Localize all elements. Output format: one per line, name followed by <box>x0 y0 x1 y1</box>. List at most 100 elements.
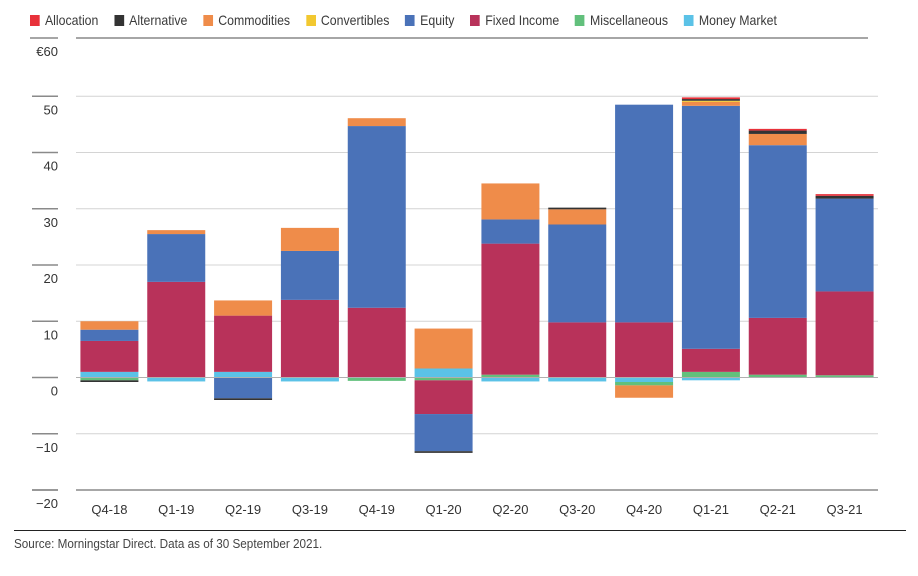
bar-segment-q3-19-money-market <box>280 377 339 382</box>
bar-segment-q2-20-fixed-income <box>481 243 540 375</box>
bar-segment-q2-20-money-market <box>481 377 540 382</box>
legend-label: Miscellaneous <box>589 12 669 28</box>
legend-item-equity: Equity <box>405 12 454 28</box>
bar-segment-q1-21-equity <box>681 105 740 349</box>
y-tick-label: 10 <box>44 327 58 342</box>
bar-segment-q2-19-equity <box>214 377 273 399</box>
bar-segment-q4-19-fixed-income <box>347 307 406 378</box>
bar-segment-q2-21-fixed-income <box>748 317 807 375</box>
bar-segment-q4-20-commodities <box>615 385 674 398</box>
y-tick-label: 20 <box>44 271 58 286</box>
legend-label: Allocation <box>44 12 99 28</box>
chart-legend: Allocation Alternative Commodities Converti… <box>30 12 793 28</box>
bar-segment-q1-21-fixed-income <box>681 348 740 372</box>
bar-segment-q3-21-equity <box>815 198 874 292</box>
y-tick-label: 30 <box>44 215 58 230</box>
bar-segment-q2-20-miscellaneous <box>481 374 540 378</box>
bar-segment-q3-19-fixed-income <box>280 299 339 378</box>
bar-segment-q2-21-allocation <box>748 128 807 131</box>
legend-swatch <box>203 14 213 26</box>
x-tick-label: Q2-20 <box>492 502 528 517</box>
x-tick-label: Q1-20 <box>426 502 462 517</box>
x-tick-label: Q4-19 <box>359 502 395 517</box>
bar-segment-q4-18-equity <box>80 329 139 341</box>
bar-segment-q1-19-fixed-income <box>147 281 206 378</box>
bar-segment-q3-20-fixed-income <box>548 322 607 378</box>
bar-segment-q4-18-fixed-income <box>80 340 139 372</box>
legend-item-allocation: Allocation <box>30 12 98 28</box>
legend-label: Alternative <box>129 12 188 28</box>
bar-segment-q4-20-miscellaneous <box>615 382 674 386</box>
y-tick-label: −10 <box>36 440 58 455</box>
legend-swatch <box>405 14 415 26</box>
bar-segment-q4-18-miscellaneous <box>80 377 139 381</box>
bar-segment-q4-18-alternative <box>80 380 139 382</box>
legend-item-fixed-income: Fixed Income <box>470 12 559 28</box>
x-tick-label: Q2-21 <box>760 502 796 517</box>
bar-segment-q2-19-fixed-income <box>214 315 273 372</box>
legend-swatch <box>114 14 124 26</box>
bar-segment-q1-21-money-market <box>681 377 740 381</box>
bar-segment-q3-20-commodities <box>548 209 607 225</box>
bar-segment-q1-19-commodities <box>147 230 206 235</box>
stacked-bar-chart: €60 50 40 30 20 10 0 −10 −20 Q4-18 Q1-19 Q2-19 Q3-19… <box>30 37 878 517</box>
legend-item-convertibles: Convertibles <box>305 12 390 28</box>
bar-segment-q3-21-allocation <box>815 194 874 196</box>
bar-segment-q2-21-miscellaneous <box>748 374 807 378</box>
bar-segment-q2-19-alternative <box>214 398 273 400</box>
bar-segment-q3-19-equity <box>280 250 339 300</box>
legend-label: Fixed Income <box>485 12 560 28</box>
bar-segment-q1-20-money-market <box>414 368 473 378</box>
x-tick-label: Q3-21 <box>827 502 863 517</box>
bar-segment-q4-19-commodities <box>347 118 406 127</box>
y-tick-label: −20 <box>36 496 58 511</box>
bar-segment-q1-21-alternative <box>681 99 740 101</box>
x-tick-label: Q2-19 <box>225 502 261 517</box>
y-tick-label: 50 <box>44 102 58 117</box>
legend-label: Equity <box>420 12 455 28</box>
bar-segment-q1-21-miscellaneous <box>681 371 740 378</box>
bar-segment-q2-21-equity <box>748 145 807 318</box>
bar-segment-q2-21-alternative <box>748 130 807 134</box>
bar-segment-q4-19-miscellaneous <box>347 377 406 381</box>
legend-item-alternative: Alternative <box>114 12 187 28</box>
bar-segment-q4-20-money-market <box>615 377 674 382</box>
bar-segment-q3-21-miscellaneous <box>815 375 874 378</box>
bar-segment-q2-19-money-market <box>214 371 273 378</box>
legend-label: Money Market <box>698 12 777 28</box>
bar-segment-q4-18-commodities <box>80 321 139 330</box>
bar-segment-q1-19-money-market <box>147 377 206 382</box>
x-tick-label: Q1-21 <box>693 502 729 517</box>
chart-source-note: Source: Morningstar Direct. Data as of 3… <box>14 536 323 551</box>
bar-segment-q1-20-miscellaneous <box>414 377 473 381</box>
source-divider <box>14 530 906 531</box>
bar-segment-q4-20-fixed-income <box>615 322 674 378</box>
y-tick-label: €60 <box>36 44 58 59</box>
bar-segment-q3-19-commodities <box>280 227 339 251</box>
bar-segment-q1-21-commodities <box>681 101 740 106</box>
bar-segment-q1-21-allocation <box>681 97 740 100</box>
x-tick-label: Q4-18 <box>91 502 127 517</box>
legend-item-commodities: Commodities <box>203 12 290 28</box>
legend-item-miscellaneous: Miscellaneous <box>575 12 668 28</box>
bar-segment-q4-19-equity <box>347 126 406 308</box>
bar-segment-q1-20-commodities <box>414 328 473 369</box>
legend-item-money-market: Money Market <box>683 12 777 28</box>
legend-swatch <box>575 14 585 26</box>
bar-segment-q2-20-commodities <box>481 183 540 220</box>
legend-swatch <box>683 14 694 26</box>
bar-segment-q3-20-equity <box>548 224 607 323</box>
x-tick-label: Q4-20 <box>626 502 662 517</box>
bar-segment-q4-20-equity <box>615 104 674 323</box>
bar-segment-q2-20-equity <box>481 219 540 244</box>
bar-segment-q3-20-alternative <box>548 207 607 210</box>
legend-label: Commodities <box>218 12 291 28</box>
legend-swatch <box>470 14 480 26</box>
bar-segment-q2-19-commodities <box>214 300 273 316</box>
legend-label: Convertibles <box>320 12 390 28</box>
legend-swatch <box>30 14 40 26</box>
bar-segment-q1-21-convertibles <box>681 100 740 102</box>
bar-segment-q2-21-commodities <box>748 133 807 146</box>
bar-segment-q4-18-money-market <box>80 371 139 378</box>
bar-segment-q1-20-equity <box>414 414 473 452</box>
